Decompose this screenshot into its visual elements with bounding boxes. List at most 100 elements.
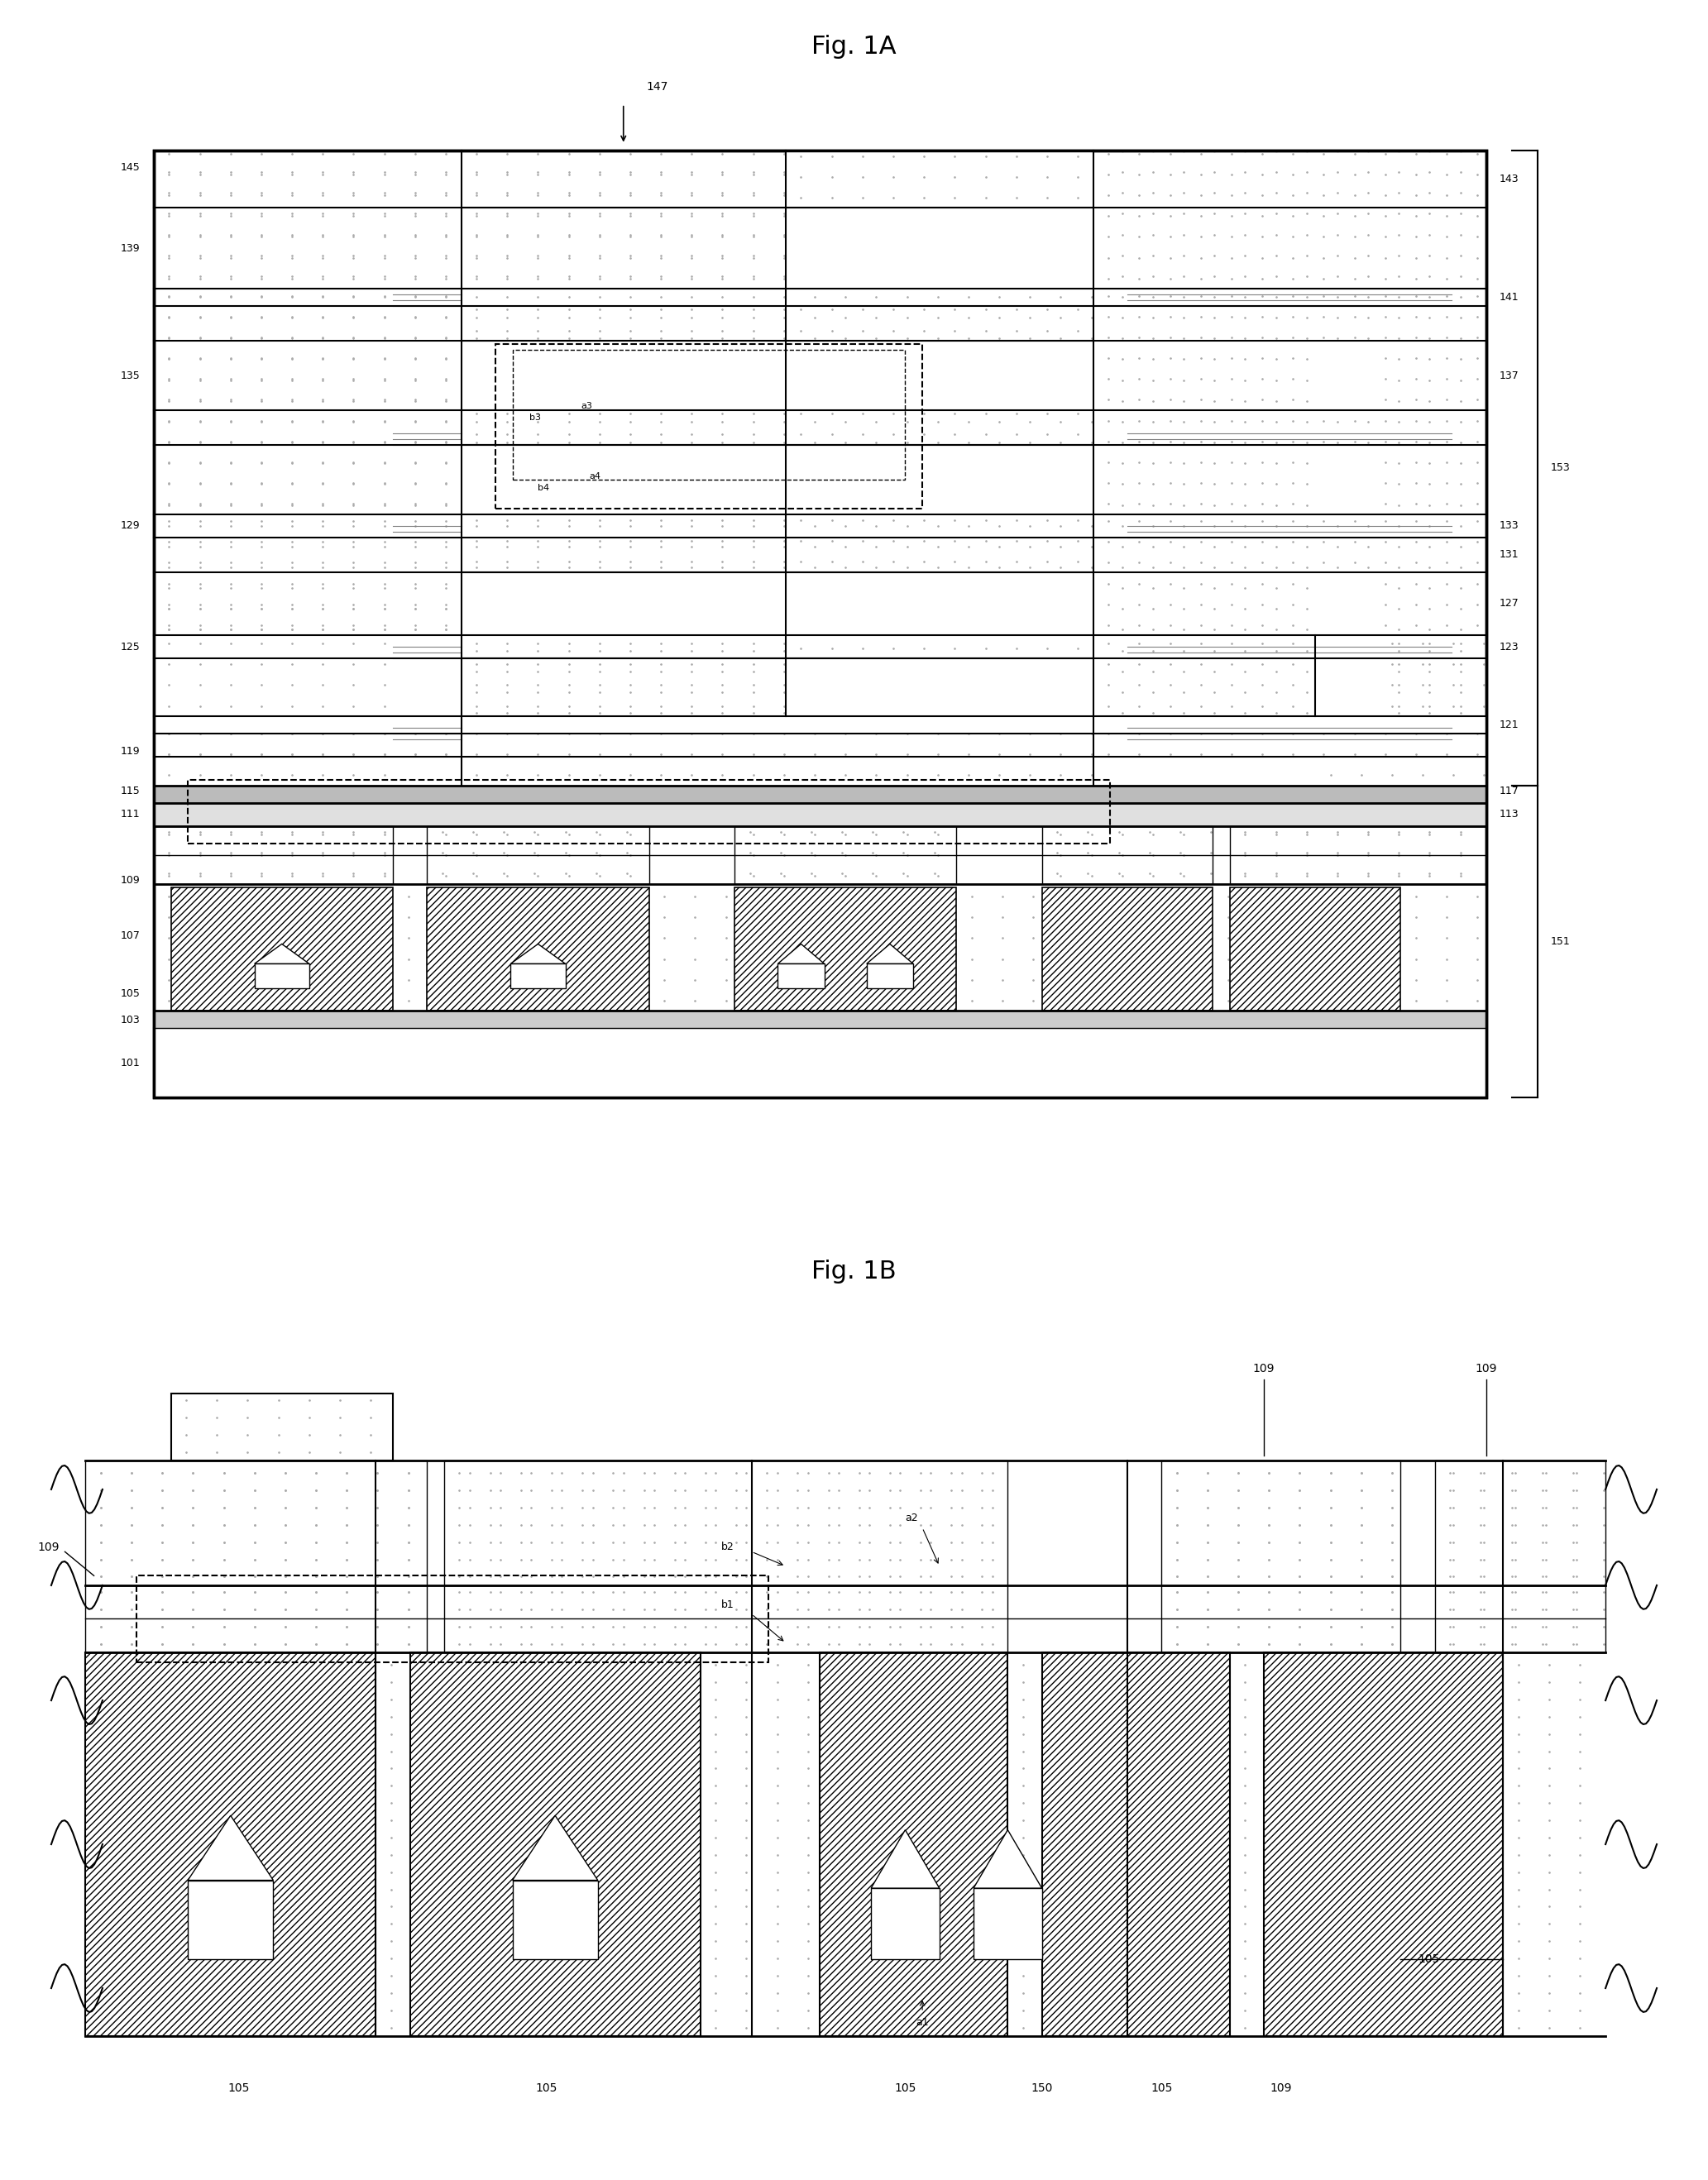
Bar — [154, 1029, 1486, 1099]
Text: 139: 139 — [121, 242, 140, 253]
Bar — [786, 150, 1093, 288]
Bar — [393, 826, 427, 883]
Text: 109: 109 — [1254, 1362, 1274, 1373]
Text: a2: a2 — [905, 1513, 919, 1524]
Text: 123: 123 — [1500, 641, 1518, 652]
Bar — [786, 340, 1093, 410]
Bar — [154, 637, 461, 717]
Text: 105: 105 — [229, 2082, 249, 2093]
Bar — [1315, 637, 1383, 717]
Text: 117: 117 — [1500, 787, 1520, 798]
Bar — [786, 571, 1093, 637]
Bar — [393, 756, 461, 785]
Text: 121: 121 — [1500, 719, 1518, 730]
Bar — [444, 1585, 1008, 1652]
Bar — [1315, 756, 1486, 785]
Text: 109: 109 — [1476, 1362, 1496, 1373]
Bar — [1315, 571, 1383, 637]
Bar — [871, 1888, 939, 1960]
Text: 107: 107 — [120, 931, 140, 942]
Bar — [137, 1576, 769, 1661]
Bar — [1230, 826, 1486, 883]
Text: 103: 103 — [120, 1016, 140, 1025]
Text: 151: 151 — [1551, 935, 1571, 946]
Bar — [1161, 1585, 1401, 1652]
Bar — [512, 1879, 598, 1960]
Text: 105: 105 — [1151, 2082, 1172, 2093]
Text: 111: 111 — [121, 809, 140, 820]
Bar — [1401, 883, 1486, 1012]
Bar — [154, 826, 393, 883]
Bar — [1042, 887, 1213, 1012]
Polygon shape — [511, 944, 565, 964]
Text: 145: 145 — [120, 161, 140, 172]
Bar — [1161, 1461, 1401, 1585]
Bar — [154, 785, 1486, 802]
Bar — [444, 1461, 1008, 1585]
Text: 150: 150 — [1032, 2082, 1052, 2093]
Text: 109: 109 — [120, 874, 140, 885]
Bar — [1213, 826, 1230, 883]
Text: 109: 109 — [38, 1541, 60, 1552]
Text: Fig. 1B: Fig. 1B — [811, 1260, 897, 1284]
Text: 105: 105 — [536, 2082, 557, 2093]
Text: 105: 105 — [120, 988, 140, 998]
Bar — [154, 756, 393, 785]
Bar — [393, 883, 427, 1012]
Bar — [820, 1652, 1008, 2036]
Bar — [786, 445, 1093, 514]
Bar — [1401, 1461, 1435, 1585]
Bar — [461, 340, 786, 410]
Bar — [511, 964, 565, 988]
Bar — [1093, 717, 1486, 785]
Text: 143: 143 — [1500, 174, 1518, 185]
Bar — [410, 1652, 700, 2036]
Bar — [1042, 1652, 1230, 2036]
Text: 127: 127 — [1500, 597, 1520, 608]
Bar — [1230, 887, 1401, 1012]
Text: 137: 137 — [1500, 371, 1520, 381]
Bar — [461, 571, 786, 637]
Polygon shape — [188, 1816, 273, 1879]
Bar — [786, 637, 1093, 717]
Bar — [1264, 1652, 1503, 2036]
Bar — [974, 1888, 1042, 1960]
Bar — [1230, 1652, 1264, 2036]
Bar — [1435, 1585, 1606, 1652]
Text: 109: 109 — [1271, 2082, 1291, 2093]
Bar — [734, 826, 956, 883]
Bar — [1213, 883, 1230, 1012]
Text: 131: 131 — [1500, 549, 1518, 560]
Text: a3: a3 — [581, 401, 593, 410]
Polygon shape — [974, 1829, 1042, 1888]
Text: a4: a4 — [589, 473, 601, 482]
Text: 135: 135 — [120, 371, 140, 381]
Bar — [1435, 1461, 1606, 1585]
Bar — [393, 637, 461, 717]
Bar — [956, 883, 1042, 1012]
Bar — [427, 1585, 444, 1652]
Bar — [1042, 826, 1213, 883]
Bar — [85, 1652, 376, 2036]
Bar — [649, 883, 734, 1012]
Polygon shape — [777, 944, 825, 964]
Bar — [512, 351, 905, 480]
Text: 115: 115 — [120, 787, 140, 798]
Bar — [495, 344, 922, 508]
Bar — [427, 826, 649, 883]
Bar — [154, 802, 1486, 826]
Text: a1: a1 — [915, 2016, 929, 2027]
Text: 113: 113 — [1500, 809, 1518, 820]
Text: b2: b2 — [721, 1541, 734, 1552]
Bar — [154, 717, 461, 785]
Bar — [171, 1393, 393, 1461]
Bar — [154, 1012, 1486, 1029]
Bar — [85, 1585, 427, 1652]
Text: b1: b1 — [721, 1600, 734, 1609]
Text: 105: 105 — [1418, 1953, 1440, 1964]
Bar — [1008, 1652, 1042, 2036]
Bar — [866, 964, 914, 988]
Text: 133: 133 — [1500, 521, 1518, 532]
Bar — [1401, 1585, 1435, 1652]
Bar — [1503, 1652, 1606, 2036]
